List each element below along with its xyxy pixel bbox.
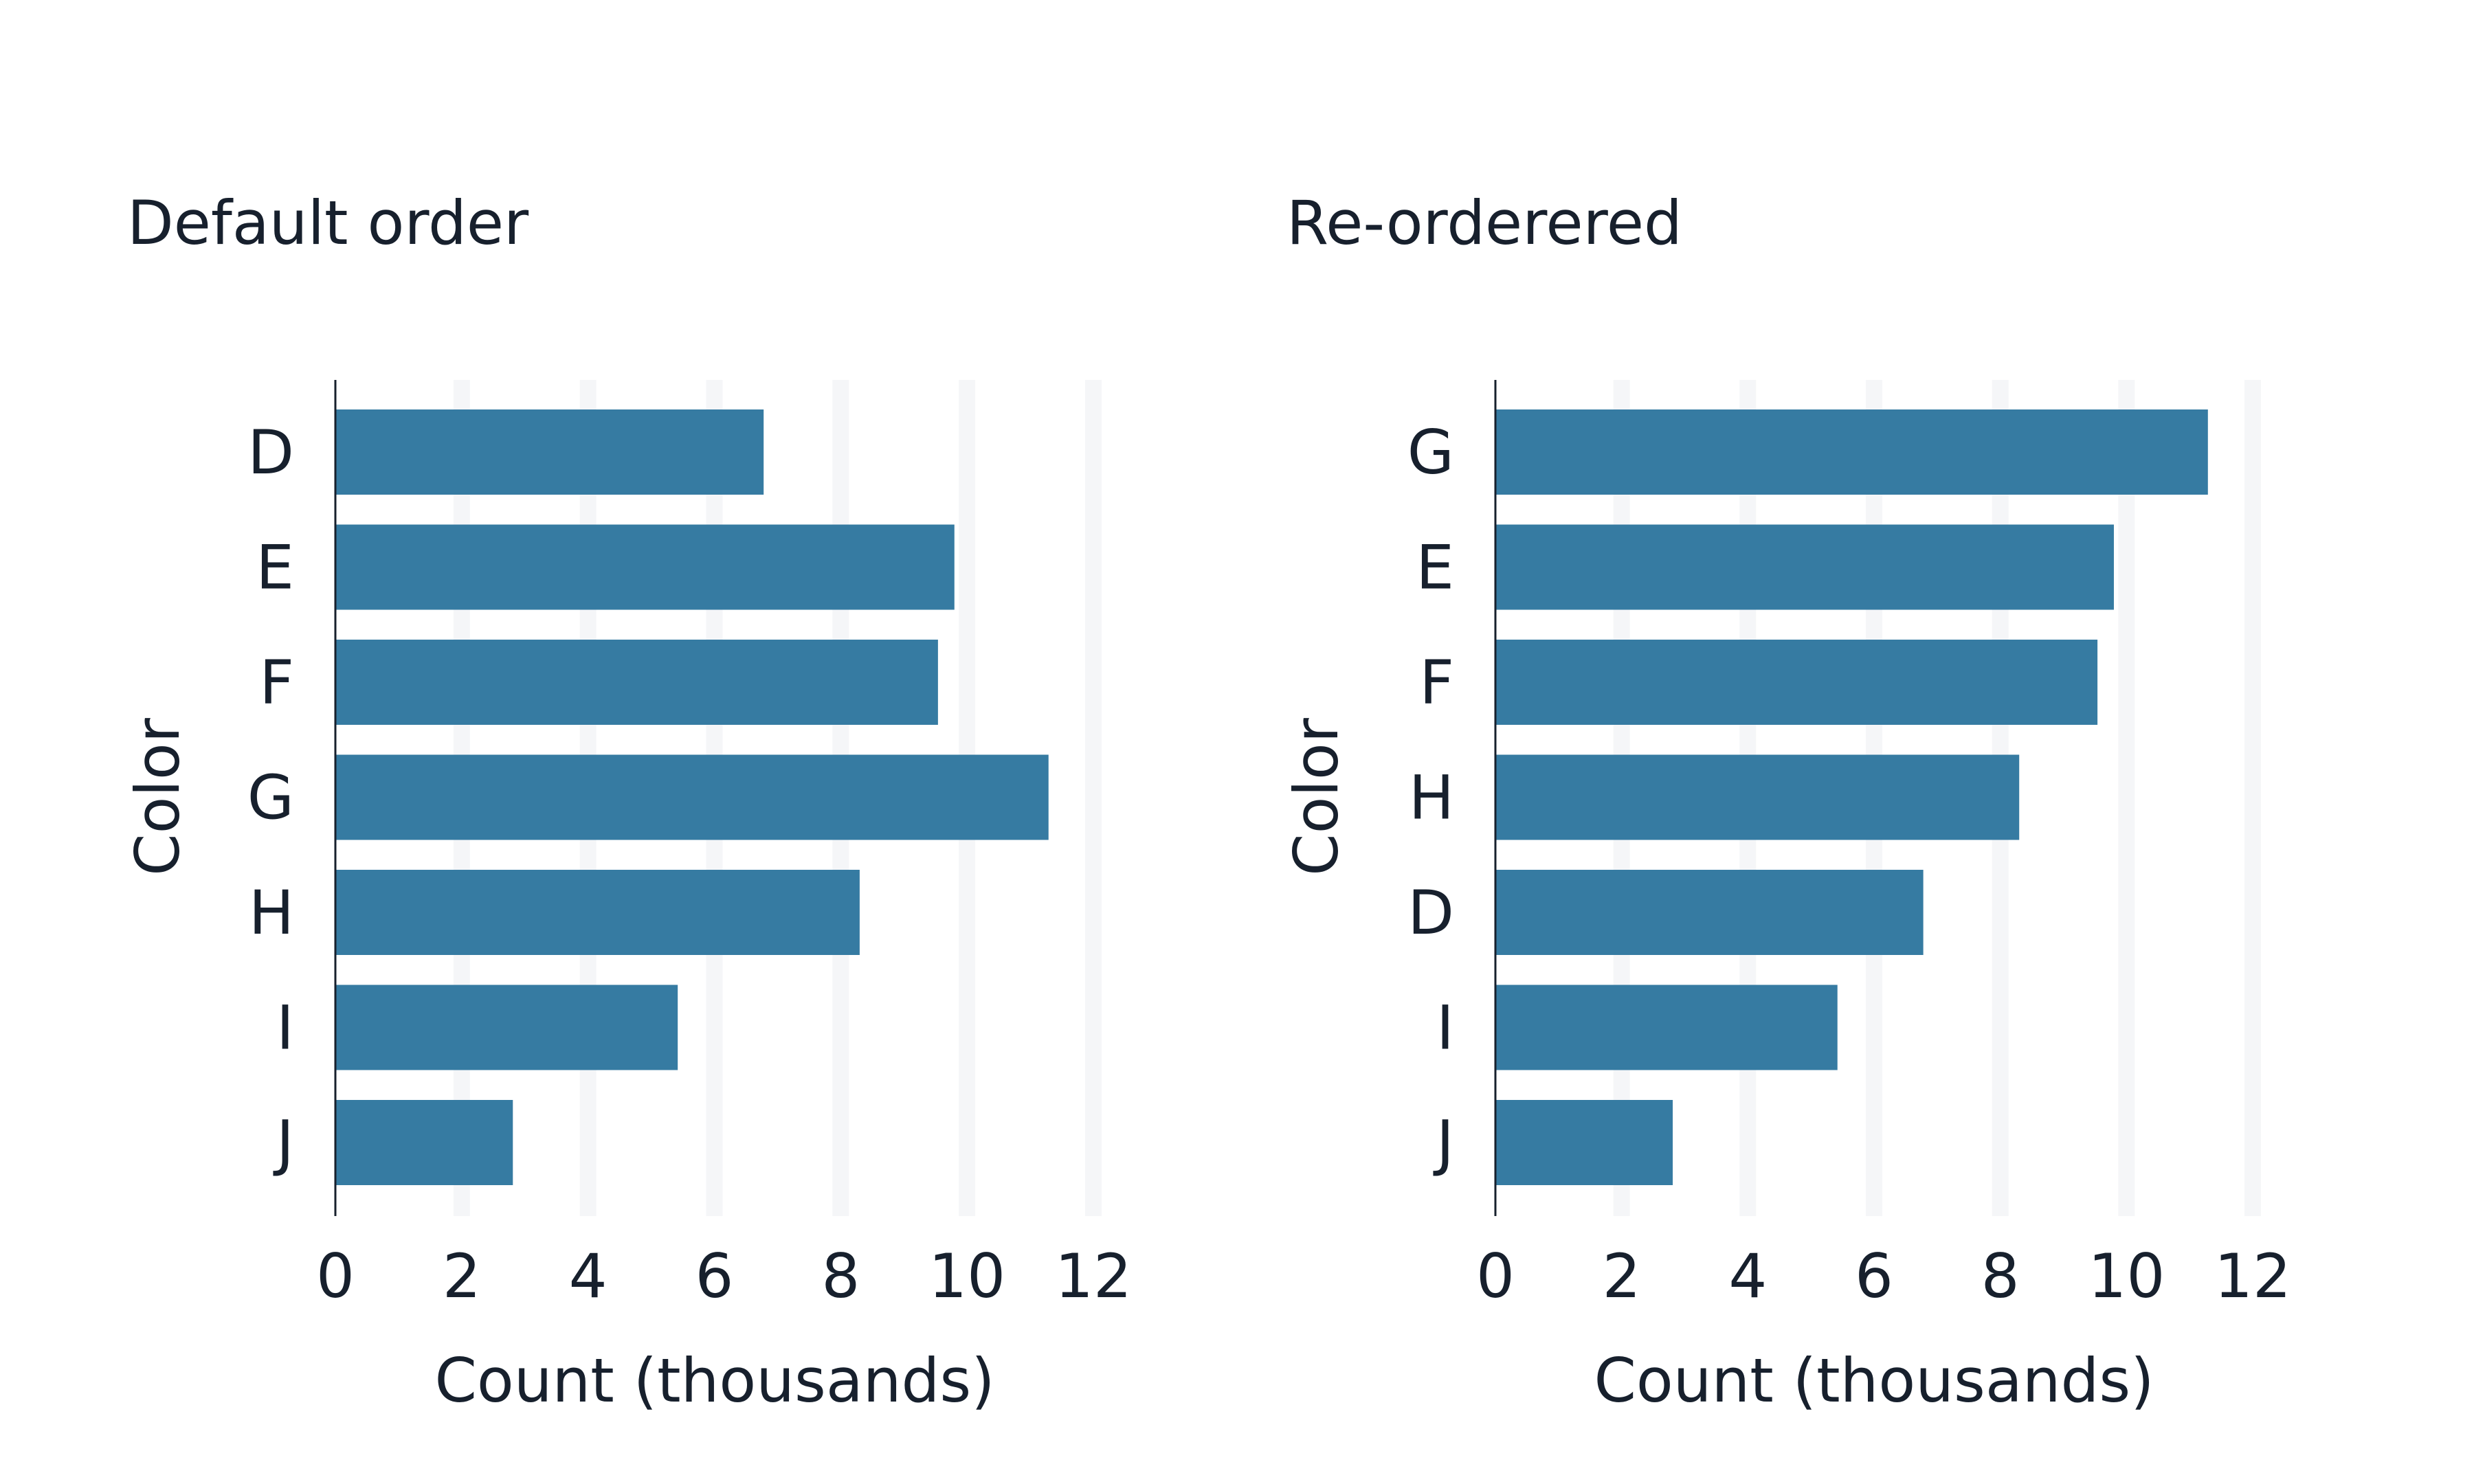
x-tick-label: 2 bbox=[443, 1241, 481, 1312]
bar-g bbox=[335, 754, 1049, 840]
x-tick-label: 4 bbox=[1728, 1241, 1767, 1312]
category-label: I bbox=[1436, 993, 1454, 1064]
chart-title: Default order bbox=[127, 188, 529, 258]
category-label: H bbox=[1409, 763, 1454, 833]
bar-f bbox=[1495, 640, 2098, 725]
bar-i bbox=[1495, 985, 1838, 1070]
bar-j bbox=[335, 1100, 513, 1185]
x-tick-label: 8 bbox=[821, 1241, 860, 1312]
bar-g bbox=[1495, 409, 2208, 495]
x-tick-label: 12 bbox=[1055, 1241, 1132, 1312]
x-tick-label: 4 bbox=[569, 1241, 608, 1312]
x-axis-label: Count (thousands) bbox=[434, 1345, 994, 1416]
x-tick-label: 2 bbox=[1603, 1241, 1641, 1312]
bar-i bbox=[335, 985, 678, 1070]
x-tick-label: 0 bbox=[316, 1241, 355, 1312]
bar-layer bbox=[1495, 409, 2208, 1185]
bar-h bbox=[1495, 754, 2020, 840]
category-label: H bbox=[249, 877, 294, 948]
x-tick-label: 12 bbox=[2214, 1241, 2291, 1312]
x-tick-labels: 0 2 4 6 8 10 12 bbox=[316, 1241, 1132, 1312]
bar-e bbox=[1495, 524, 2114, 610]
x-tick-label: 6 bbox=[695, 1241, 734, 1312]
x-tick-label: 0 bbox=[1476, 1241, 1515, 1312]
category-label: F bbox=[1419, 647, 1454, 718]
x-tick-label: 8 bbox=[1981, 1241, 2020, 1312]
x-tick-label: 6 bbox=[1855, 1241, 1893, 1312]
bar-j bbox=[1495, 1100, 1673, 1185]
y-axis-label: Color bbox=[122, 717, 193, 876]
category-label: D bbox=[1407, 877, 1454, 948]
category-label: G bbox=[1407, 417, 1454, 488]
category-label: J bbox=[1433, 1108, 1454, 1178]
category-label: F bbox=[259, 647, 294, 718]
category-label: D bbox=[247, 417, 294, 488]
category-label: E bbox=[256, 532, 294, 603]
bar-h bbox=[335, 870, 860, 955]
bar-d bbox=[335, 409, 764, 495]
bar-e bbox=[335, 524, 955, 610]
x-tick-label: 10 bbox=[928, 1241, 1005, 1312]
x-tick-label: 10 bbox=[2088, 1241, 2165, 1312]
category-label: I bbox=[276, 993, 294, 1064]
chart-title: Re-orderered bbox=[1286, 188, 1682, 258]
category-label: G bbox=[247, 763, 294, 833]
bar-layer bbox=[335, 409, 1049, 1185]
category-label: E bbox=[1416, 532, 1454, 603]
category-label: J bbox=[273, 1108, 294, 1178]
y-axis-label: Color bbox=[1281, 717, 1352, 876]
x-axis-label: Count (thousands) bbox=[1594, 1345, 2154, 1416]
bar-f bbox=[335, 640, 938, 725]
bar-d bbox=[1495, 870, 1924, 955]
x-tick-labels: 0 2 4 6 8 10 12 bbox=[1476, 1241, 2291, 1312]
